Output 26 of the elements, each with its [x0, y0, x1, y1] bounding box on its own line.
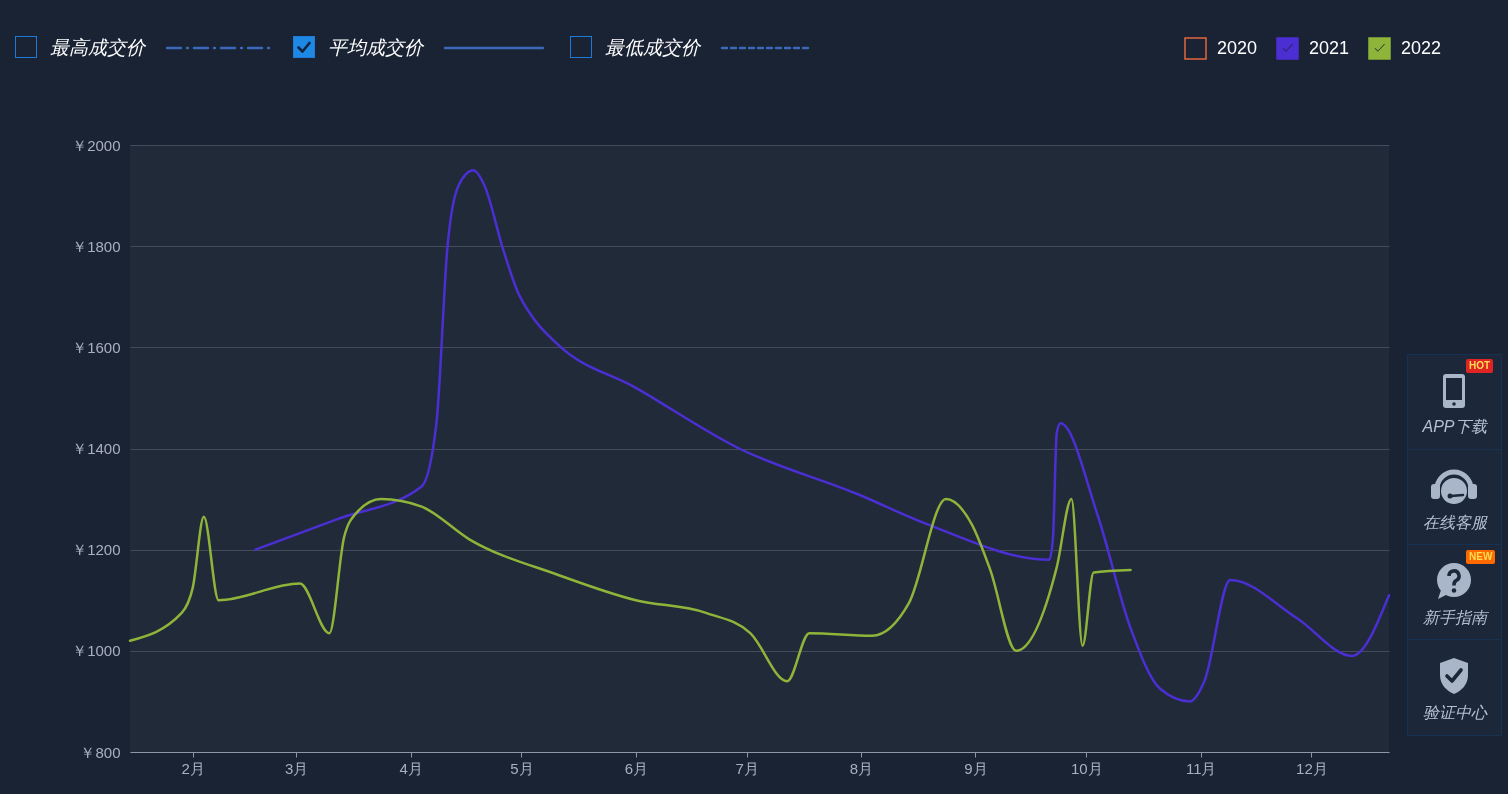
- x-tick-label: 7月: [735, 759, 759, 777]
- y-tick-label: ￥1200: [72, 541, 121, 559]
- tag-badge: HOT: [1466, 359, 1494, 373]
- text: 平均成交价: [328, 36, 423, 60]
- text: 最低成交价: [605, 36, 700, 60]
- tag-badge: NEW: [1466, 550, 1496, 564]
- text: 最高成交价: [50, 36, 145, 60]
- x-tick-label: 3月: [284, 759, 309, 777]
- x-tick-label: 9月: [964, 759, 988, 777]
- y-tick-label: ￥2000: [72, 136, 121, 154]
- y-tick-label: ￥1000: [72, 642, 121, 660]
- x-tick-label: 10月: [1070, 759, 1103, 777]
- x-tick-label: 6月: [624, 759, 648, 777]
- x-tick-label: 11月: [1185, 759, 1217, 777]
- x-tick-label: 4月: [399, 759, 423, 777]
- y-tick-label: ￥1800: [72, 237, 121, 255]
- legend-label: 2020: [1217, 37, 1258, 58]
- y-tick-label: ￥800: [80, 743, 121, 761]
- y-tick-label: ￥1600: [72, 338, 121, 356]
- x-tick-label: 8月: [849, 759, 874, 777]
- x-tick-label: 2月: [181, 759, 205, 777]
- x-tick-label: 12月: [1296, 759, 1328, 777]
- legend-label: 2021: [1309, 37, 1350, 58]
- legend-label: 2022: [1401, 37, 1442, 58]
- x-tick-label: 5月: [510, 759, 534, 777]
- y-tick-label: ￥1400: [72, 440, 121, 457]
